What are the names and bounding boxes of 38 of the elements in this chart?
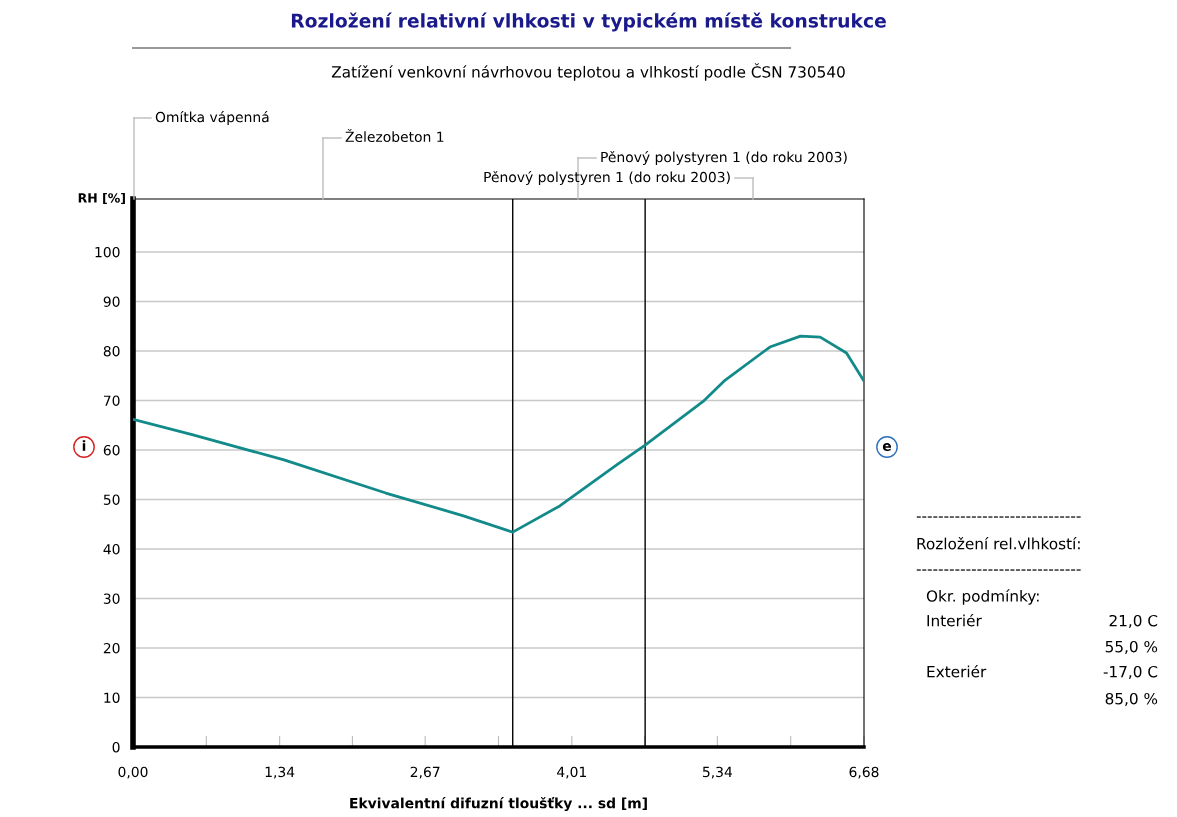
text: Exteriér xyxy=(927,665,987,678)
y-tick-label: 20 xyxy=(103,642,120,654)
text: Okr. podmínky: xyxy=(926,589,1039,605)
y-tick-label: 100 xyxy=(95,246,120,258)
y-tick-label: 80 xyxy=(103,345,120,357)
text: ------------------------------ xyxy=(916,569,1081,571)
chart-subtitle: Zatížení venkovní návrhovou teplotou a vlhkostí podle ČSN 730540 xyxy=(331,63,845,81)
x-tick-label: 0,00 xyxy=(118,766,148,779)
text: e xyxy=(882,443,892,452)
text: -17,0 C xyxy=(1103,665,1158,679)
y-tick-label: 0 xyxy=(112,741,120,753)
y-tick-label: 50 xyxy=(103,494,120,505)
y-axis-title: RH [%] xyxy=(78,192,125,205)
line-series xyxy=(133,334,864,534)
x-tick-label: 1,34 xyxy=(265,766,295,779)
x-tick-label: 6,68 xyxy=(849,766,879,779)
x-axis-title: Ekvivalentní difuzní tloušťky ... sd [m] xyxy=(350,796,647,812)
x-tick-label: 2,67 xyxy=(410,766,440,779)
text: 21,0 C xyxy=(1109,614,1158,628)
y-tick-label: 40 xyxy=(103,543,120,555)
text: 85,0 % xyxy=(1105,692,1158,706)
y-tick-label: 30 xyxy=(103,593,120,604)
y-tick-label: 10 xyxy=(104,692,120,703)
x-tick-label: 5,34 xyxy=(702,766,733,779)
y-tick-label: 60 xyxy=(103,444,120,456)
text: Železobeton 1 xyxy=(345,128,444,143)
text: Interiér xyxy=(927,614,982,627)
text: Pěnový polystyren 1 (do roku 2003) xyxy=(484,171,730,185)
text: Omítka vápenná xyxy=(155,111,269,125)
x-tick-label: 4,01 xyxy=(557,766,586,779)
text: 55,0 % xyxy=(1105,640,1158,654)
text: Pěnový polystyren 1 (do roku 2003) xyxy=(601,151,847,165)
y-tick-label: 90 xyxy=(103,296,120,307)
text: ------------------------------ xyxy=(916,516,1081,518)
chart-title: Rozložení relativní vlhkosti v typickém místě konstrukce xyxy=(291,12,886,32)
y-tick-label: 70 xyxy=(103,395,120,406)
text: i xyxy=(82,440,86,451)
text: Rozložení rel.vlhkostí: xyxy=(917,537,1080,550)
